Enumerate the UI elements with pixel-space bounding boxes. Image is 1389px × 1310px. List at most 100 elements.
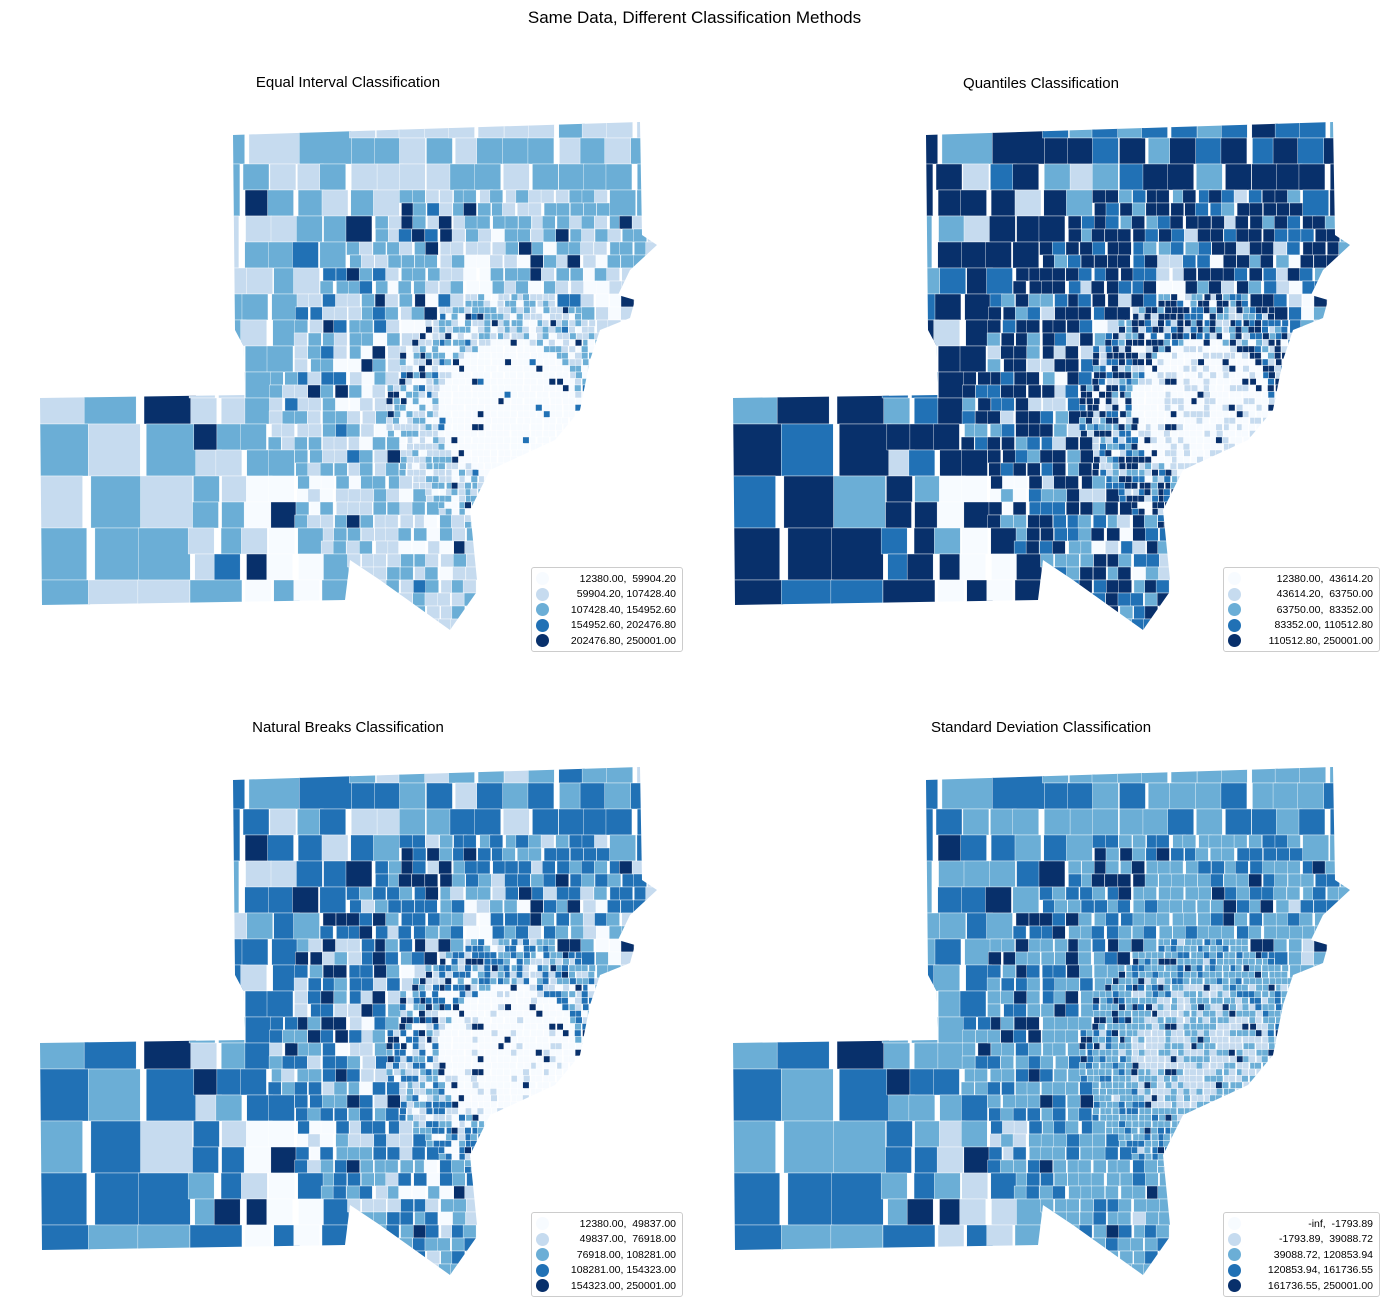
census-tract <box>1328 423 1342 438</box>
census-tract <box>489 495 497 503</box>
census-tract <box>458 971 466 979</box>
census-tract <box>496 997 504 1005</box>
census-tract <box>1241 339 1249 347</box>
census-tract <box>574 964 582 972</box>
census-tract <box>1228 417 1236 425</box>
census-tract <box>606 122 633 139</box>
census-tract <box>1130 443 1138 451</box>
census-tract <box>385 267 399 282</box>
census-tract <box>452 951 460 959</box>
census-tract <box>1157 410 1165 418</box>
census-tract <box>321 632 347 658</box>
census-tract <box>464 860 478 875</box>
census-tract <box>733 163 774 217</box>
census-tract <box>535 306 543 314</box>
census-tract <box>1138 313 1146 321</box>
census-tract <box>476 899 490 914</box>
census-tract <box>457 482 465 490</box>
census-tract <box>1124 371 1132 379</box>
census-tract <box>574 1003 582 1011</box>
census-tract <box>581 1055 589 1063</box>
census-tract <box>393 410 401 418</box>
census-tract <box>550 495 557 503</box>
census-tract <box>988 462 1002 477</box>
census-tract <box>445 508 453 516</box>
census-tract <box>1378 268 1389 281</box>
census-tract <box>530 475 538 483</box>
census-tract <box>1013 345 1028 360</box>
census-tract <box>1275 553 1290 568</box>
census-tract <box>1229 384 1237 392</box>
census-tract <box>1380 424 1389 437</box>
census-tract <box>439 514 454 529</box>
census-tract <box>522 436 530 444</box>
census-tract <box>549 417 556 425</box>
census-tract <box>346 410 361 425</box>
census-tract <box>490 527 504 542</box>
census-tract <box>1013 514 1027 529</box>
census-tract <box>1327 436 1341 451</box>
census-tract <box>483 306 491 314</box>
census-tract <box>1326 254 1340 269</box>
census-tract <box>542 449 550 457</box>
census-tract <box>1255 495 1263 503</box>
census-tract <box>1229 410 1237 418</box>
census-tract <box>621 280 635 295</box>
census-tract <box>562 1042 570 1050</box>
census-tract <box>444 1029 452 1037</box>
census-tract <box>1364 333 1377 346</box>
census-tract <box>1299 267 1313 282</box>
census-tract <box>541 319 549 327</box>
census-tract <box>398 1023 406 1031</box>
census-tract <box>1080 391 1088 399</box>
census-tract <box>142 912 195 966</box>
census-tract <box>516 365 524 373</box>
census-tract <box>1092 436 1100 444</box>
census-tract <box>582 404 590 412</box>
census-tract <box>637 808 657 836</box>
census-tract <box>880 163 934 217</box>
census-tract <box>698 437 711 450</box>
census-tract <box>1138 404 1146 412</box>
census-tract <box>452 358 460 366</box>
census-tract <box>1300 423 1308 431</box>
census-tract <box>601 410 609 418</box>
census-tract <box>594 404 602 412</box>
census-tract <box>432 417 440 425</box>
census-tract <box>1131 352 1139 360</box>
census-tract <box>1026 345 1041 360</box>
census-tract <box>1118 462 1126 470</box>
census-tract <box>581 469 589 477</box>
census-tract <box>531 886 546 901</box>
census-tract <box>1222 378 1230 386</box>
census-tract <box>1202 326 1210 334</box>
census-tract <box>1144 443 1151 451</box>
census-tract <box>1323 658 1349 684</box>
census-tract <box>1131 365 1139 373</box>
census-tract <box>607 990 615 998</box>
census-tract <box>1306 397 1314 405</box>
census-tract <box>372 332 387 347</box>
census-tract <box>1255 397 1263 405</box>
census-tract <box>451 456 459 464</box>
census-tract <box>497 1049 505 1057</box>
census-tract <box>472 1016 480 1024</box>
census-tract <box>698 939 711 952</box>
census-tract <box>1144 254 1158 269</box>
census-tract <box>600 462 608 470</box>
census-tract <box>451 475 459 483</box>
census-tract <box>1118 241 1132 256</box>
census-tract <box>359 449 373 464</box>
census-tract <box>548 508 556 516</box>
census-tract <box>1131 469 1139 477</box>
census-tract <box>583 540 597 555</box>
census-tract <box>431 371 439 379</box>
census-tract <box>425 456 433 464</box>
census-tract <box>384 951 399 966</box>
census-tract <box>497 378 505 386</box>
census-tract <box>438 964 446 972</box>
census-tract <box>92 964 145 1018</box>
census-tract <box>1086 397 1094 405</box>
census-tract <box>1300 358 1307 366</box>
census-tract <box>1111 365 1119 373</box>
